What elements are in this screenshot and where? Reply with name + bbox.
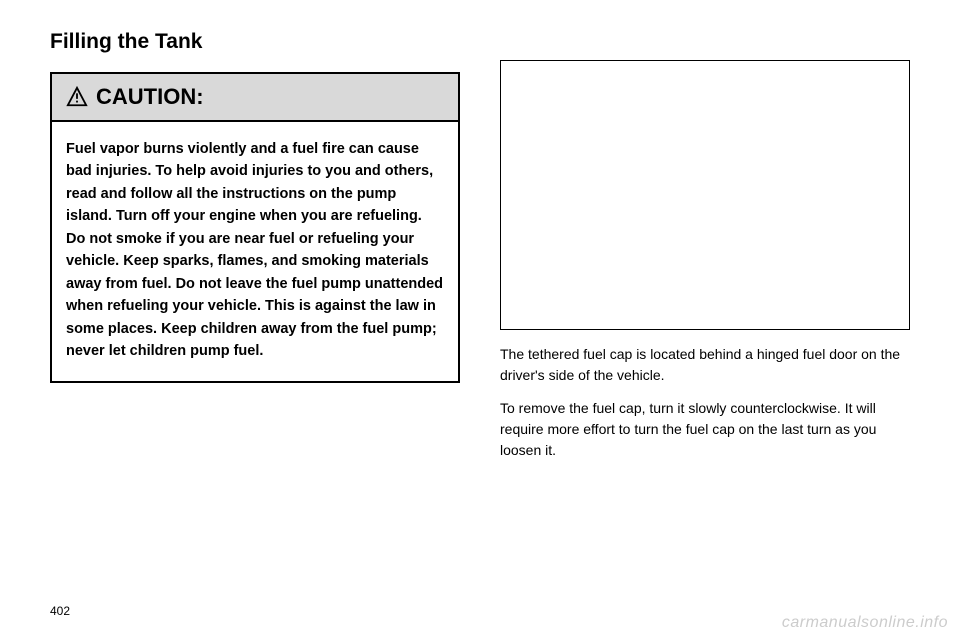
page-title: Filling the Tank <box>50 30 460 54</box>
right-column: The tethered fuel cap is located behind … <box>500 30 910 461</box>
caution-header: CAUTION: <box>52 74 458 122</box>
caption-paragraph-1: The tethered fuel cap is located behind … <box>500 344 910 386</box>
caption-paragraph-2: To remove the fuel cap, turn it slowly c… <box>500 398 910 461</box>
page-content: Filling the Tank CAUTION: Fuel vapor bur… <box>0 0 960 511</box>
page-number: 402 <box>50 604 70 618</box>
image-placeholder <box>500 60 910 330</box>
caution-box: CAUTION: Fuel vapor burns violently and … <box>50 72 460 383</box>
watermark: carmanualsonline.info <box>782 614 948 632</box>
caution-body: Fuel vapor burns violently and a fuel fi… <box>52 122 458 381</box>
caution-label: CAUTION: <box>96 84 204 110</box>
warning-triangle-icon <box>66 86 88 108</box>
left-column: Filling the Tank CAUTION: Fuel vapor bur… <box>50 30 460 461</box>
